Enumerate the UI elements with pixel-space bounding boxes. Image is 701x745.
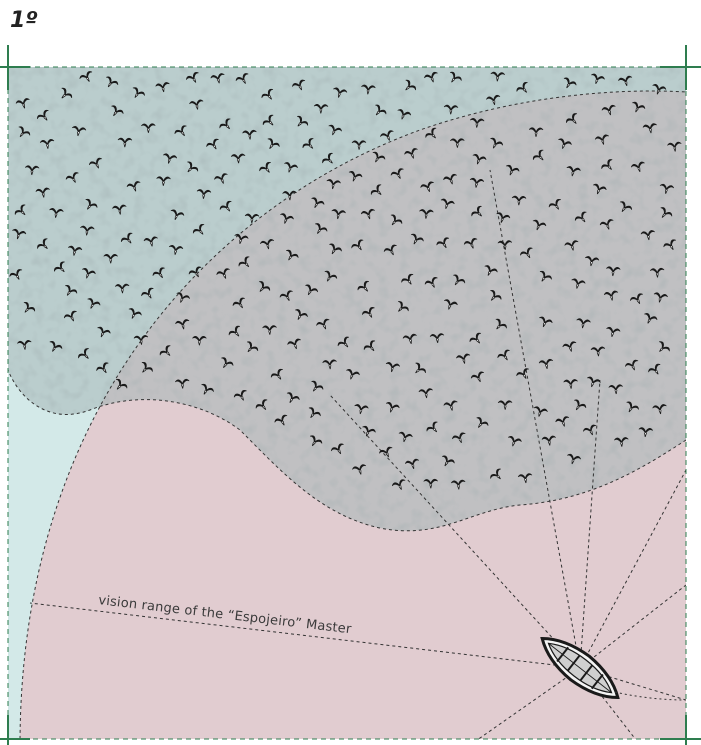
corner-marks bbox=[0, 45, 701, 745]
rowboat-icon bbox=[540, 636, 620, 700]
page-number: 1º bbox=[10, 8, 38, 33]
vision-rays bbox=[29, 169, 686, 739]
